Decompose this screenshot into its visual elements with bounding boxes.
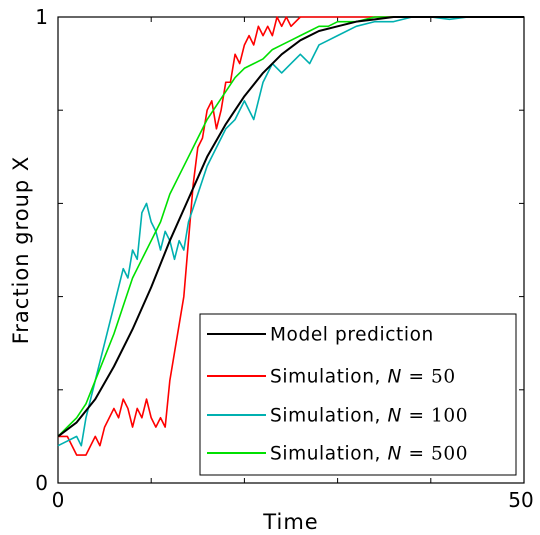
series-layer: [57, 16, 524, 456]
series-line-2: [57, 16, 524, 447]
legend-box: [199, 313, 517, 476]
y-axis-ticks: [58, 109, 524, 391]
x-axis-title: Time: [262, 510, 318, 534]
legend-label-1: Simulation, N = 50: [270, 367, 456, 388]
x-tick-label-left: 0: [52, 488, 65, 512]
y-tick-label-bottom: 0: [35, 471, 48, 495]
series-line-0: [57, 16, 524, 438]
y-axis-title: Fraction group X: [9, 156, 33, 345]
legend: Model prediction Simulation, N = 50 Simula…: [199, 313, 517, 476]
y-tick-label-top: 1: [35, 5, 48, 29]
legend-label-2: Simulation, N = 100: [270, 406, 468, 427]
legend-label-3: Simulation, N = 500: [270, 444, 468, 465]
x-tick-label-right: 50: [508, 488, 533, 512]
x-axis-ticks: [150, 17, 432, 483]
legend-label-0: Model prediction: [270, 325, 434, 346]
